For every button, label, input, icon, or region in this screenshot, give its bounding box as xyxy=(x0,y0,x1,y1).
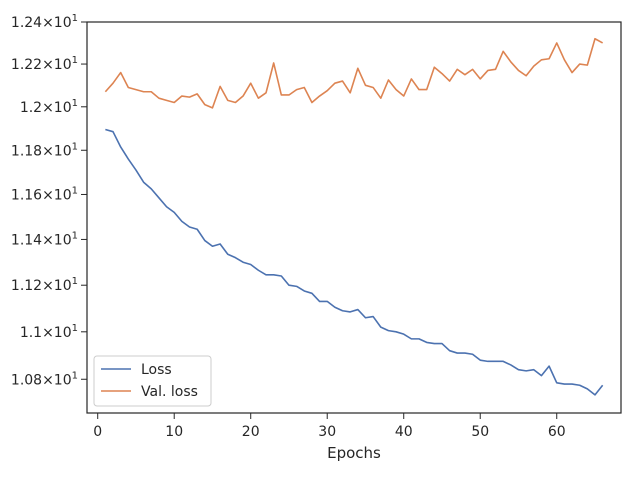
y-tick-label: 1.1×101 xyxy=(20,323,78,341)
x-axis-ticks: 0 10 20 30 40 50 60 xyxy=(93,413,566,440)
series-line-loss xyxy=(105,128,604,396)
x-axis-label: Epochs xyxy=(327,444,381,462)
x-tick-label: 10 xyxy=(165,424,183,440)
legend: Loss Val. loss xyxy=(93,355,212,407)
y-tick-label: 1.18×101 xyxy=(11,141,78,159)
y-tick-label: 1.08×101 xyxy=(11,370,78,388)
x-tick-label: 30 xyxy=(318,424,336,440)
y-tick-label: 1.12×101 xyxy=(11,276,78,294)
y-tick-label: 1.14×101 xyxy=(11,230,78,248)
plot-frame xyxy=(86,21,622,414)
y-tick-label: 1.16×101 xyxy=(11,185,78,203)
plot-series-layer xyxy=(104,37,604,396)
legend-label-loss: Loss xyxy=(141,362,172,378)
legend-label-val-loss: Val. loss xyxy=(141,384,198,400)
x-tick-label: 0 xyxy=(93,424,102,440)
x-tick-label: 60 xyxy=(548,424,566,440)
series-line-val-loss xyxy=(104,37,604,109)
x-tick-label: 40 xyxy=(395,424,413,440)
y-tick-label: 1.24×101 xyxy=(11,13,78,31)
x-tick-label: 20 xyxy=(242,424,260,440)
x-tick-label: 50 xyxy=(471,424,489,440)
y-tick-label: 1.2×101 xyxy=(20,98,78,116)
y-axis-ticks: 1.08×101 1.1×101 1.12×101 1.14×101 1.16×101 1… xyxy=(11,13,87,388)
y-tick-label: 1.22×101 xyxy=(11,55,78,73)
